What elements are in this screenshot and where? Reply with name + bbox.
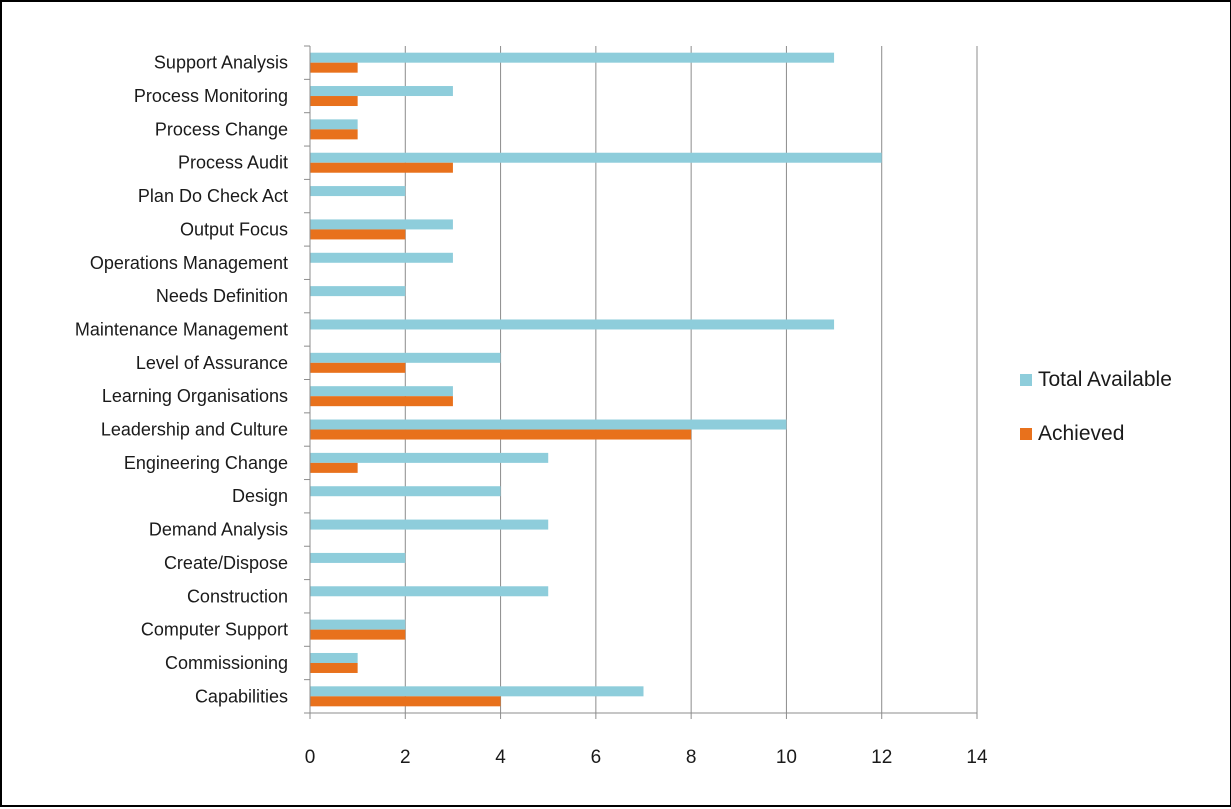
bar-total-available (310, 152, 882, 163)
bars (310, 52, 882, 707)
category-label: Support Analysis (154, 53, 288, 73)
category-label: Commissioning (165, 653, 288, 673)
legend: Total Available Achieved (1020, 368, 1172, 445)
bar-total-available (310, 452, 549, 463)
x-tick-label: 10 (776, 747, 797, 768)
x-tick-label: 0 (305, 747, 316, 768)
bar-total-available (310, 352, 501, 363)
bar-total-available (310, 386, 453, 397)
legend-label: Achieved (1038, 422, 1124, 445)
category-label: Demand Analysis (149, 520, 288, 540)
grid-lines (404, 46, 978, 713)
bar-total-available (310, 419, 787, 430)
category-label: Engineering Change (124, 453, 288, 473)
bar-total-available (310, 552, 406, 563)
legend-label: Total Available (1038, 368, 1172, 391)
bar-achieved (310, 96, 358, 107)
bar-achieved (310, 129, 358, 140)
bar-achieved (310, 629, 406, 640)
x-tick-label: 6 (591, 747, 602, 768)
x-tick-label: 12 (871, 747, 892, 768)
x-tick-label: 8 (686, 747, 697, 768)
bar-total-available (310, 252, 453, 263)
category-label: Capabilities (195, 686, 288, 706)
bar-achieved (310, 396, 453, 407)
category-label: Computer Support (141, 620, 288, 640)
bar-total-available (310, 86, 453, 97)
bar-achieved (310, 662, 358, 673)
category-label: Process Change (155, 119, 288, 139)
bar-total-available (310, 519, 549, 530)
bar-achieved (310, 462, 358, 473)
bar-total-available (310, 486, 501, 497)
bar-total-available (310, 119, 358, 130)
category-label: Operations Management (90, 253, 288, 273)
legend-swatch-total-available (1020, 374, 1032, 386)
category-label: Construction (187, 586, 288, 606)
category-label: Needs Definition (156, 286, 288, 306)
bar-achieved (310, 229, 406, 240)
category-label: Plan Do Check Act (138, 186, 288, 206)
bar-achieved (310, 162, 453, 173)
bar-achieved (310, 696, 501, 707)
bar-total-available (310, 619, 406, 630)
bar-total-available (310, 186, 406, 197)
x-tick-label: 14 (966, 747, 988, 768)
bar-total-available (310, 586, 549, 597)
bar-total-available (310, 286, 406, 297)
bar-achieved (310, 429, 692, 440)
legend-swatch-achieved (1020, 428, 1032, 440)
bar-total-available (310, 52, 835, 63)
axes (304, 45, 978, 719)
x-tick-label: 4 (495, 747, 506, 768)
category-label: Learning Organisations (102, 386, 288, 406)
bar-total-available (310, 219, 453, 230)
category-label: Level of Assurance (136, 353, 288, 373)
category-label: Maintenance Management (75, 319, 288, 339)
category-label: Leadership and Culture (101, 420, 288, 440)
category-labels: Support Analysis Process Monitoring Proces… (75, 53, 288, 707)
category-label: Design (232, 486, 288, 506)
x-tick-label: 2 (400, 747, 411, 768)
category-label: Create/Dispose (164, 553, 288, 573)
bar-achieved (310, 362, 406, 373)
x-tick-labels: 0 2 4 6 8 10 12 14 (305, 747, 988, 768)
category-label: Output Focus (180, 219, 288, 239)
bar-total-available (310, 686, 644, 697)
category-label: Process Audit (178, 153, 288, 173)
category-label: Process Monitoring (134, 86, 288, 106)
bar-achieved (310, 62, 358, 73)
bar-total-available (310, 652, 358, 663)
bar-total-available (310, 319, 835, 330)
